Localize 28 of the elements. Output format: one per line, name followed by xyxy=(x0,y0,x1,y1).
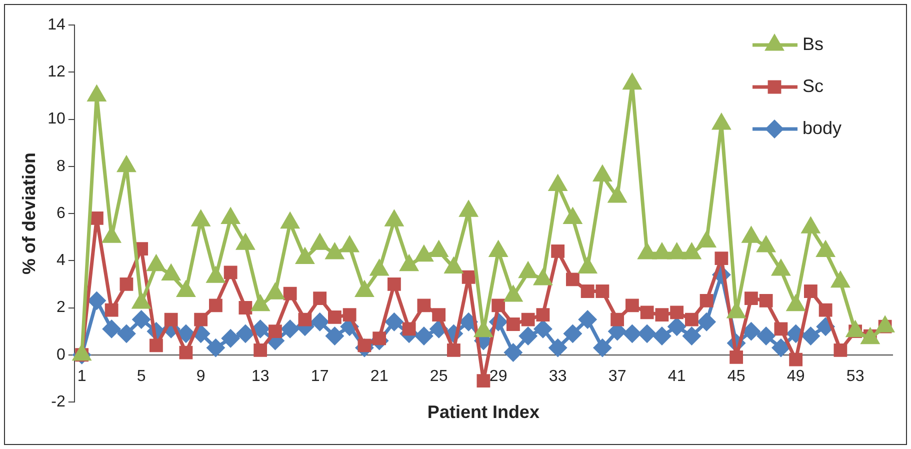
x-tick-label: 1 xyxy=(77,368,86,385)
y-tick-label: 14 xyxy=(48,16,66,34)
legend-label: body xyxy=(802,118,842,138)
x-tick-label: 21 xyxy=(370,368,388,385)
x-tick-label: 41 xyxy=(668,368,686,385)
x-tick-label: 13 xyxy=(251,368,270,385)
y-tick-label: 2 xyxy=(56,299,66,316)
x-tick-label: 25 xyxy=(430,368,448,385)
y-axis-title: % of deviation xyxy=(18,152,39,275)
y-tick-label: 10 xyxy=(48,110,66,128)
x-tick-label: 49 xyxy=(786,368,805,385)
x-tick-label: 5 xyxy=(136,368,146,385)
x-tick-label: 9 xyxy=(196,368,206,385)
y-tick-label: 12 xyxy=(48,64,66,81)
x-tick-label: 17 xyxy=(310,368,329,385)
legend-label: Sc xyxy=(802,76,824,96)
y-tick-label: -2 xyxy=(51,393,66,410)
x-tick-label: 37 xyxy=(608,368,626,385)
x-tick-label: 33 xyxy=(548,368,567,385)
y-tick-label: 6 xyxy=(56,204,66,222)
legend-label: Bs xyxy=(802,34,824,54)
x-tick-label: 29 xyxy=(489,368,508,385)
x-tick-label: 53 xyxy=(846,368,864,385)
x-axis-title: Patient Index xyxy=(427,402,540,422)
y-tick-label: 0 xyxy=(56,346,66,364)
x-tick-label: 45 xyxy=(727,368,746,385)
y-tick-label: 4 xyxy=(56,252,66,270)
y-tick-label: 8 xyxy=(56,158,66,175)
